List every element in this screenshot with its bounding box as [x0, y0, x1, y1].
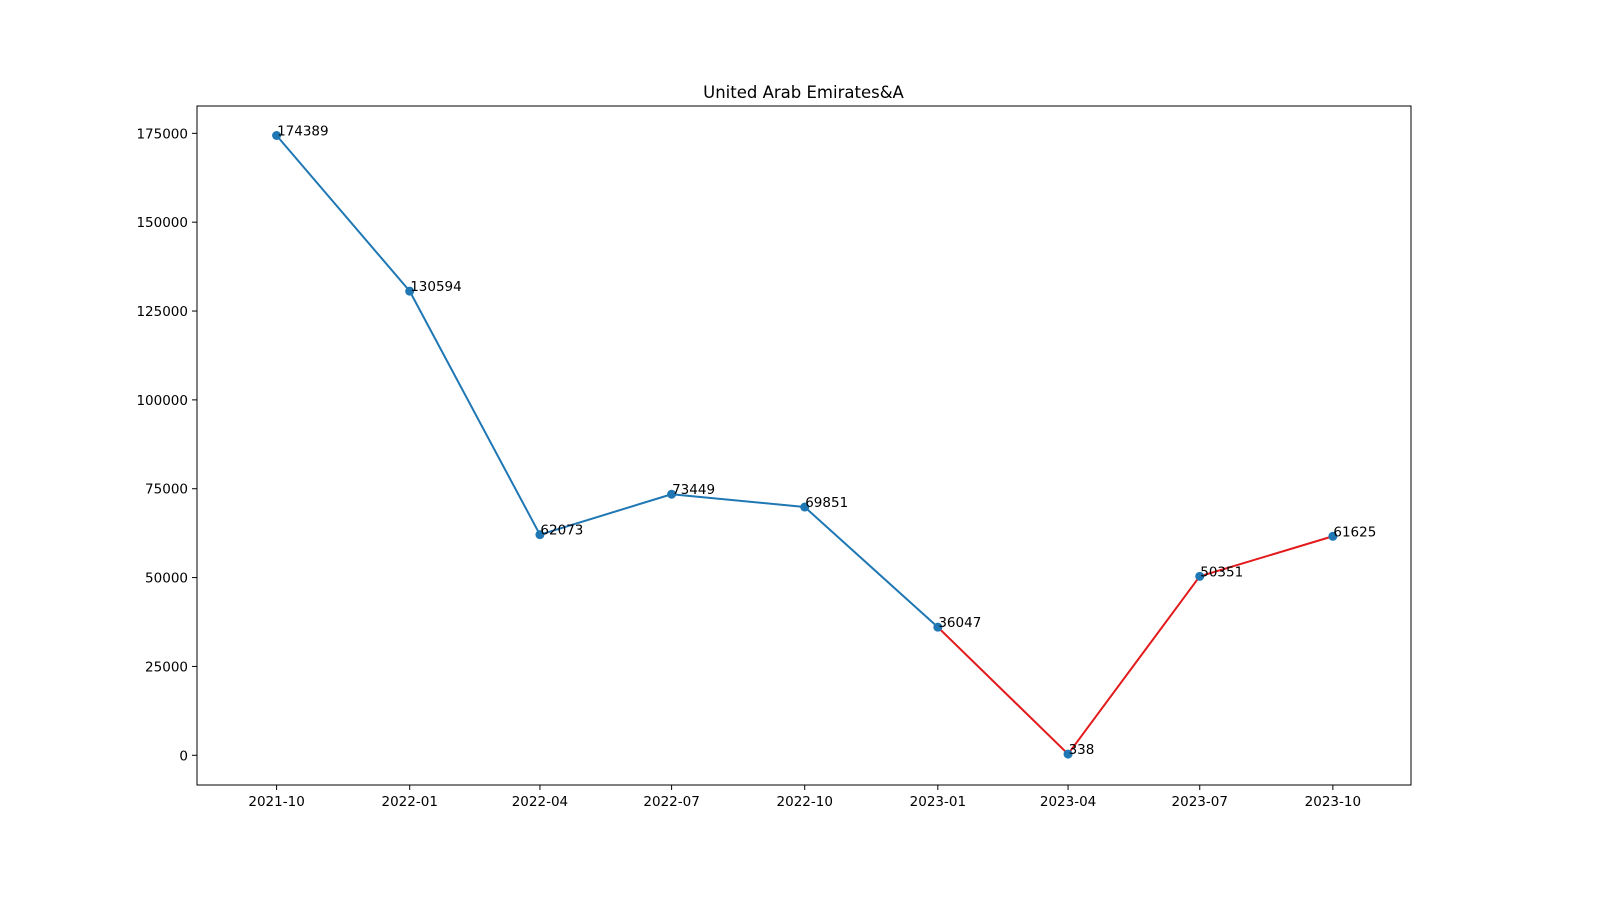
- data-point: [535, 530, 545, 540]
- data-label: 130594: [410, 279, 462, 295]
- data-label: 50351: [1200, 564, 1243, 580]
- x-tick-label: 2022-04: [512, 794, 568, 810]
- data-label: 61625: [1333, 524, 1376, 540]
- y-tick-label: 75000: [145, 482, 188, 498]
- data-label: 73449: [672, 482, 715, 498]
- x-tick-label: 2022-10: [777, 794, 833, 810]
- data-point: [800, 502, 810, 512]
- data-point: [933, 622, 943, 632]
- x-tick-label: 2022-07: [643, 794, 699, 810]
- x-tick-label: 2023-04: [1040, 794, 1096, 810]
- data-point: [1328, 531, 1338, 541]
- y-tick-label: 125000: [136, 304, 188, 320]
- data-label: 174389: [277, 124, 329, 140]
- y-tick-label: 25000: [145, 659, 188, 675]
- series-line-blue: [275, 134, 939, 629]
- data-point: [1195, 571, 1205, 581]
- chart-title: United Arab Emirates&A: [703, 83, 904, 102]
- y-tick-label: 100000: [136, 393, 188, 409]
- x-tick-label: 2023-01: [910, 794, 966, 810]
- data-point: [405, 286, 415, 296]
- x-tick-label: 2023-10: [1305, 794, 1361, 810]
- x-tick-label: 2023-07: [1172, 794, 1228, 810]
- data-label: 69851: [805, 495, 848, 511]
- plot-area: 0 25000 50000 75000 100000 125000 150000 175000…: [136, 105, 1412, 810]
- x-tick-label: 2022-01: [382, 794, 438, 810]
- y-tick-label: 50000: [145, 571, 188, 587]
- series-line-red: [936, 535, 1334, 756]
- data-point: [667, 489, 677, 499]
- data-label: 36047: [938, 615, 981, 631]
- y-tick-label: 150000: [136, 215, 188, 231]
- data-point: [272, 131, 282, 141]
- data-label: 62073: [540, 523, 583, 539]
- data-point: [1063, 749, 1073, 759]
- x-tick-label: 2021-10: [248, 794, 304, 810]
- axes-frame: [196, 105, 1412, 786]
- y-tick-label: 175000: [136, 126, 188, 142]
- data-label: 338: [1069, 742, 1095, 758]
- y-tick-label: 0: [179, 748, 188, 764]
